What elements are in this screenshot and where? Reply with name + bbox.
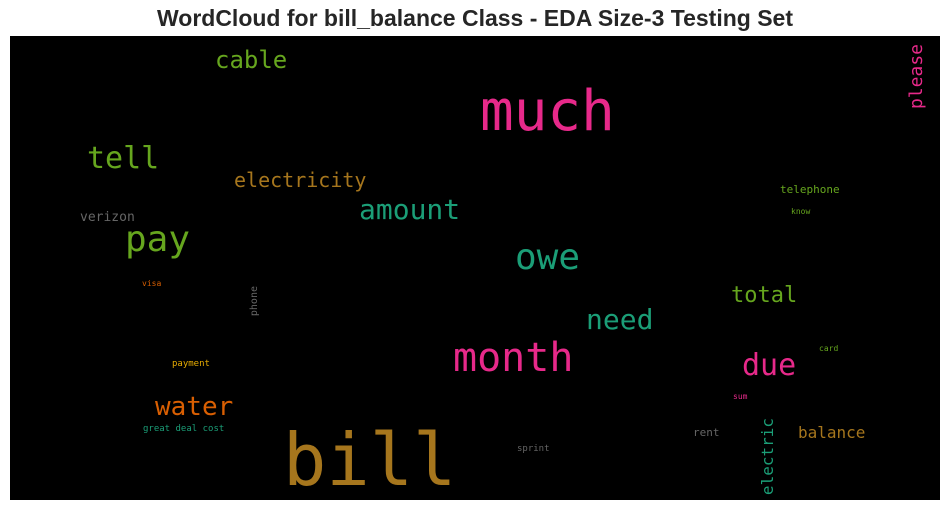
word-phone: phone: [249, 286, 260, 317]
word-card: card: [819, 344, 839, 353]
word-electricity: electricity: [234, 168, 367, 192]
word-cable: cable: [215, 46, 288, 74]
word-rent: rent: [693, 426, 720, 439]
word-telephone: telephone: [780, 183, 840, 196]
word-please: please: [906, 44, 927, 110]
word-water: water: [155, 392, 234, 422]
word-payment: payment: [172, 359, 210, 369]
word-verizon: verizon: [80, 210, 135, 225]
word-tell: tell: [87, 141, 160, 176]
word-bill: bill: [283, 418, 457, 500]
word-due: due: [742, 348, 797, 383]
word-balance: balance: [798, 423, 866, 442]
word-amount: amount: [359, 193, 461, 226]
chart-title: WordCloud for bill_balance Class - EDA S…: [156, 5, 793, 31]
word-sum: sum: [733, 392, 748, 401]
word-owe: owe: [515, 237, 581, 278]
word-know: know: [791, 207, 811, 216]
word-month: month: [453, 335, 574, 381]
word-visa: visa: [142, 279, 162, 288]
word-electric: electric: [758, 418, 777, 496]
word-great-deal-cost: great deal cost: [143, 424, 225, 434]
word-pay: pay: [125, 219, 191, 260]
wordcloud-canvas: bill much month owe pay tell amount need due wate…: [10, 36, 940, 500]
word-total: total: [731, 283, 798, 308]
word-need: need: [586, 303, 654, 336]
word-much: much: [480, 79, 615, 144]
word-sprint: sprint: [517, 444, 550, 454]
